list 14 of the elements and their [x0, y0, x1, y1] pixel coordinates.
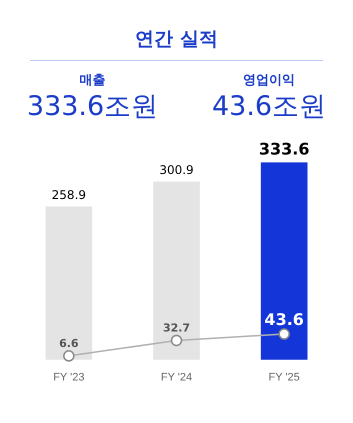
chart-title: 연간 실적 — [30, 26, 323, 61]
text: 영업이익 — [242, 72, 296, 89]
data-label: 258.9 — [52, 188, 86, 202]
data-label: 333.6 — [258, 140, 310, 159]
data-label: 43.6 — [264, 310, 304, 330]
text: 43.6조원 — [212, 91, 326, 123]
text: 333.6조원 — [26, 91, 158, 123]
x-tick-label: FY '25 — [268, 371, 300, 384]
x-tick-label: FY '24 — [160, 371, 192, 384]
data-label: 6.6 — [59, 336, 79, 350]
x-tick-label: FY '23 — [53, 371, 84, 384]
text: 매출 — [78, 72, 107, 89]
data-label: 32.7 — [162, 321, 190, 334]
data-label: 300.9 — [159, 163, 194, 178]
